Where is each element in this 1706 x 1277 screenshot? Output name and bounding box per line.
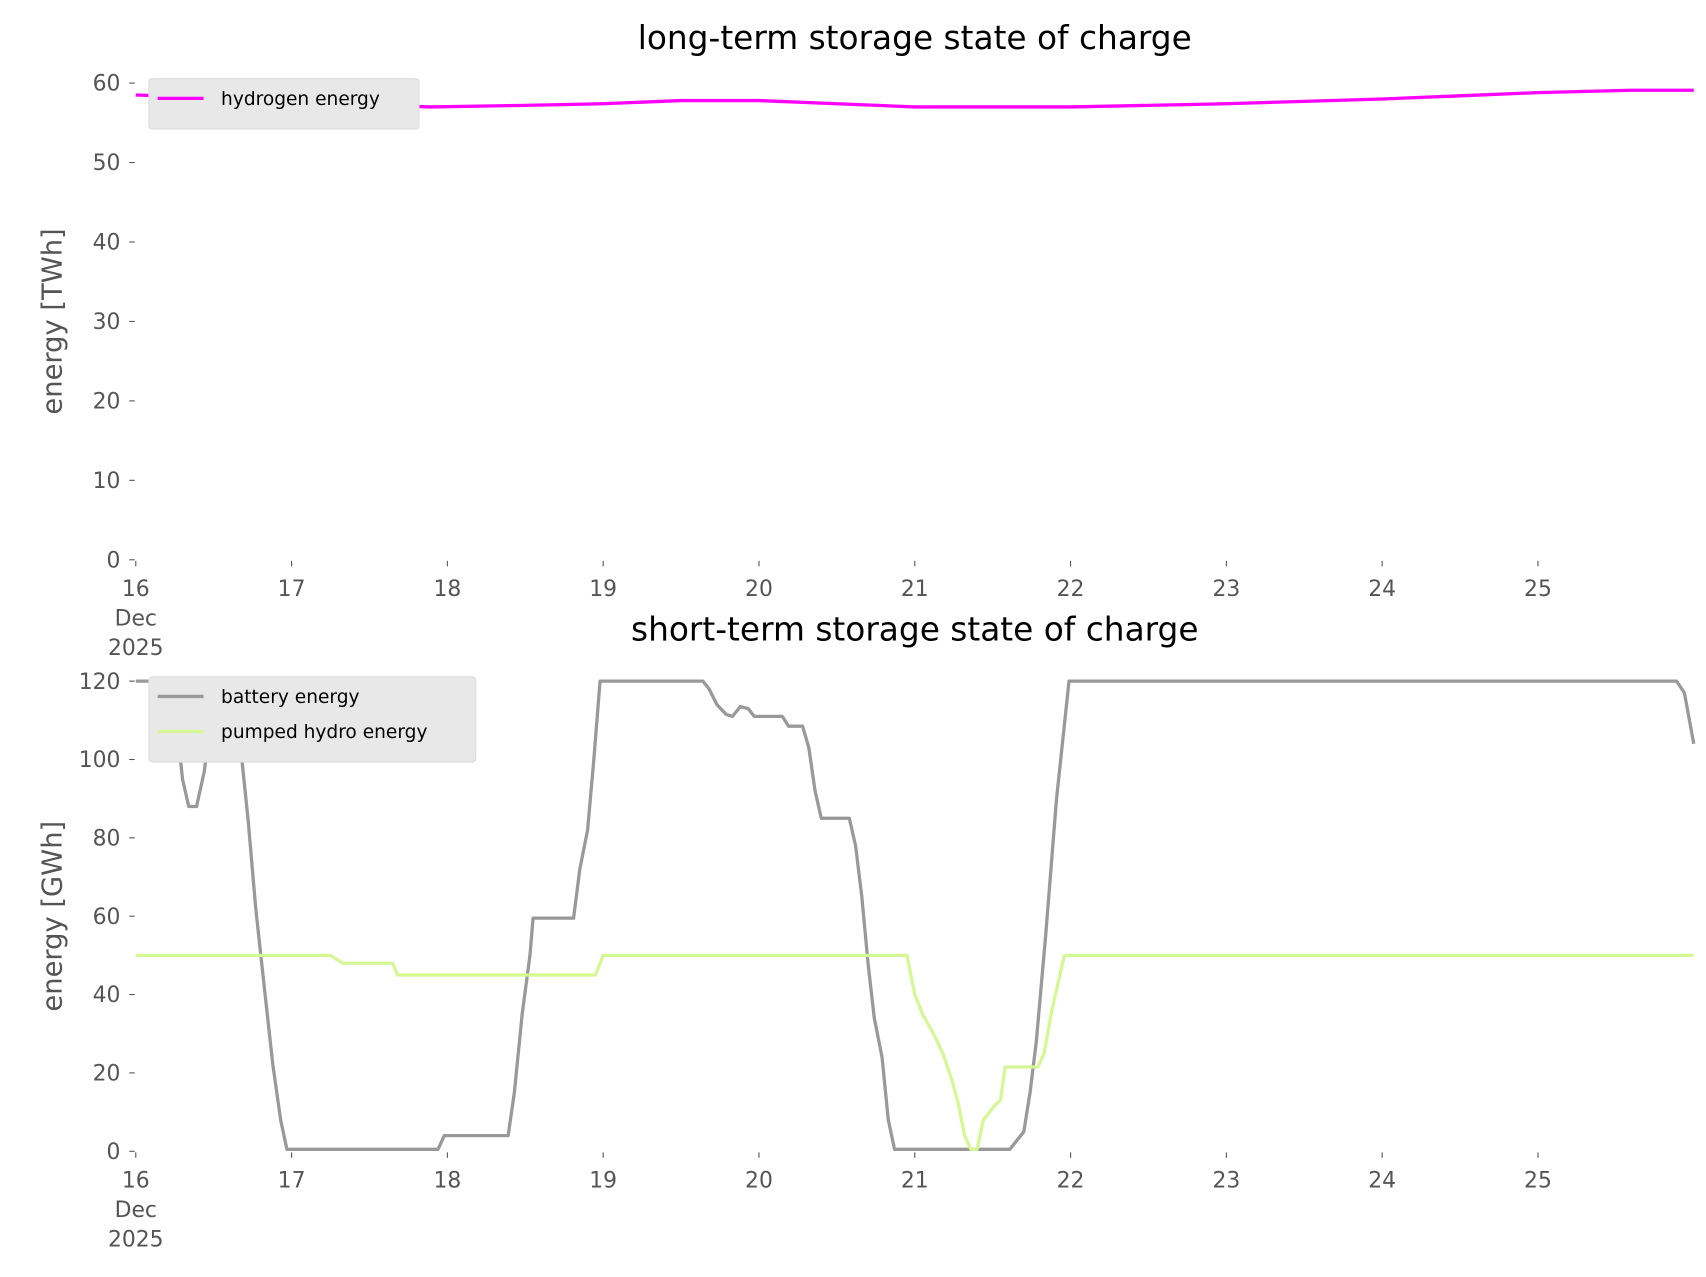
x-tick-label: 24 (1368, 577, 1396, 602)
chart-title: long-term storage state of charge (638, 19, 1192, 57)
x-tick-label: 17 (278, 1168, 306, 1193)
y-axis-label: energy [GWh] (37, 821, 68, 1012)
chart-title: short-term storage state of charge (631, 611, 1199, 649)
y-tick-label: 30 (93, 310, 121, 335)
y-tick-label: 80 (93, 827, 121, 852)
y-tick-label: 40 (93, 231, 121, 256)
legend-label: pumped hydro energy (221, 722, 427, 743)
y-tick-label: 60 (93, 905, 121, 930)
y-tick-label: 20 (93, 390, 121, 415)
y-tick-label: 60 (93, 72, 121, 97)
x-tick-label: 21 (901, 1168, 929, 1193)
x-tick-label: 20 (745, 1168, 773, 1193)
y-tick-label: 100 (79, 748, 121, 773)
x-tick-label: 18 (433, 1168, 461, 1193)
x-tick-label: 18 (433, 577, 461, 602)
y-tick-label: 0 (107, 548, 121, 573)
y-axis-label: energy [TWh] (37, 228, 68, 414)
x-tick-label: 25 (1524, 1168, 1552, 1193)
x-tick-label: 22 (1057, 1168, 1085, 1193)
legend-box (148, 676, 477, 763)
x-tick-label: 19 (589, 1168, 617, 1193)
y-tick-label: 20 (93, 1062, 121, 1087)
x-tick-label: 16 Dec 2025 (108, 1168, 164, 1252)
y-tick-label: 120 (79, 670, 121, 695)
x-tick-label: 16 Dec 2025 (108, 577, 164, 661)
legend-label: hydrogen energy (221, 89, 380, 110)
x-tick-label: 21 (901, 577, 929, 602)
x-tick-label: 25 (1524, 577, 1552, 602)
y-tick-label: 0 (107, 1140, 121, 1165)
y-tick-label: 10 (93, 469, 121, 494)
x-tick-label: 19 (589, 577, 617, 602)
legend-box (148, 78, 420, 130)
y-tick-label: 40 (93, 983, 121, 1008)
legend-label: battery energy (221, 687, 359, 708)
y-tick-label: 50 (93, 151, 121, 176)
legend: battery energy pumped hydro energy (148, 676, 477, 763)
x-tick-label: 17 (278, 577, 306, 602)
x-tick-label: 23 (1212, 577, 1240, 602)
x-tick-label: 22 (1057, 577, 1085, 602)
x-tick-label: 24 (1368, 1168, 1396, 1193)
x-tick-label: 20 (745, 577, 773, 602)
x-tick-label: 23 (1212, 1168, 1240, 1193)
series-line (135, 953, 1694, 1151)
legend: hydrogen energy (148, 78, 420, 130)
